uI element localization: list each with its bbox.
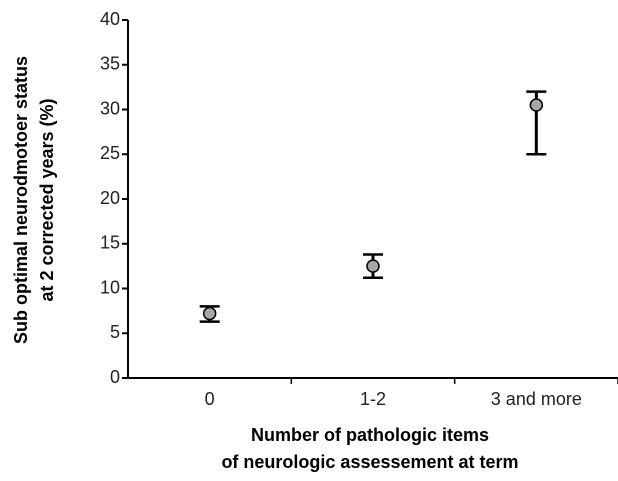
y-tick-label: 10 <box>100 277 120 297</box>
y-tick-label: 0 <box>110 367 120 387</box>
y-tick-label: 35 <box>100 54 120 74</box>
y-tick-label: 25 <box>100 143 120 163</box>
y-tick-label: 20 <box>100 188 120 208</box>
x-axis-label: of neurologic assessement at term <box>221 452 518 472</box>
y-axis-label: at 2 corrected years (%) <box>37 98 57 301</box>
y-axis-label: Sub optimal neurodmotoer status <box>11 56 31 344</box>
y-tick-label: 40 <box>100 9 120 29</box>
x-tick-label: 0 <box>205 389 215 409</box>
x-tick-label: 3 and more <box>491 389 582 409</box>
x-tick-label: 1-2 <box>360 389 386 409</box>
x-axis-label: Number of pathologic items <box>251 425 489 445</box>
point <box>366 259 380 273</box>
point <box>202 306 217 321</box>
y-tick-label: 15 <box>100 233 120 253</box>
point <box>529 98 544 112</box>
y-tick-label: 5 <box>110 322 120 342</box>
y-tick-label: 30 <box>100 98 120 118</box>
